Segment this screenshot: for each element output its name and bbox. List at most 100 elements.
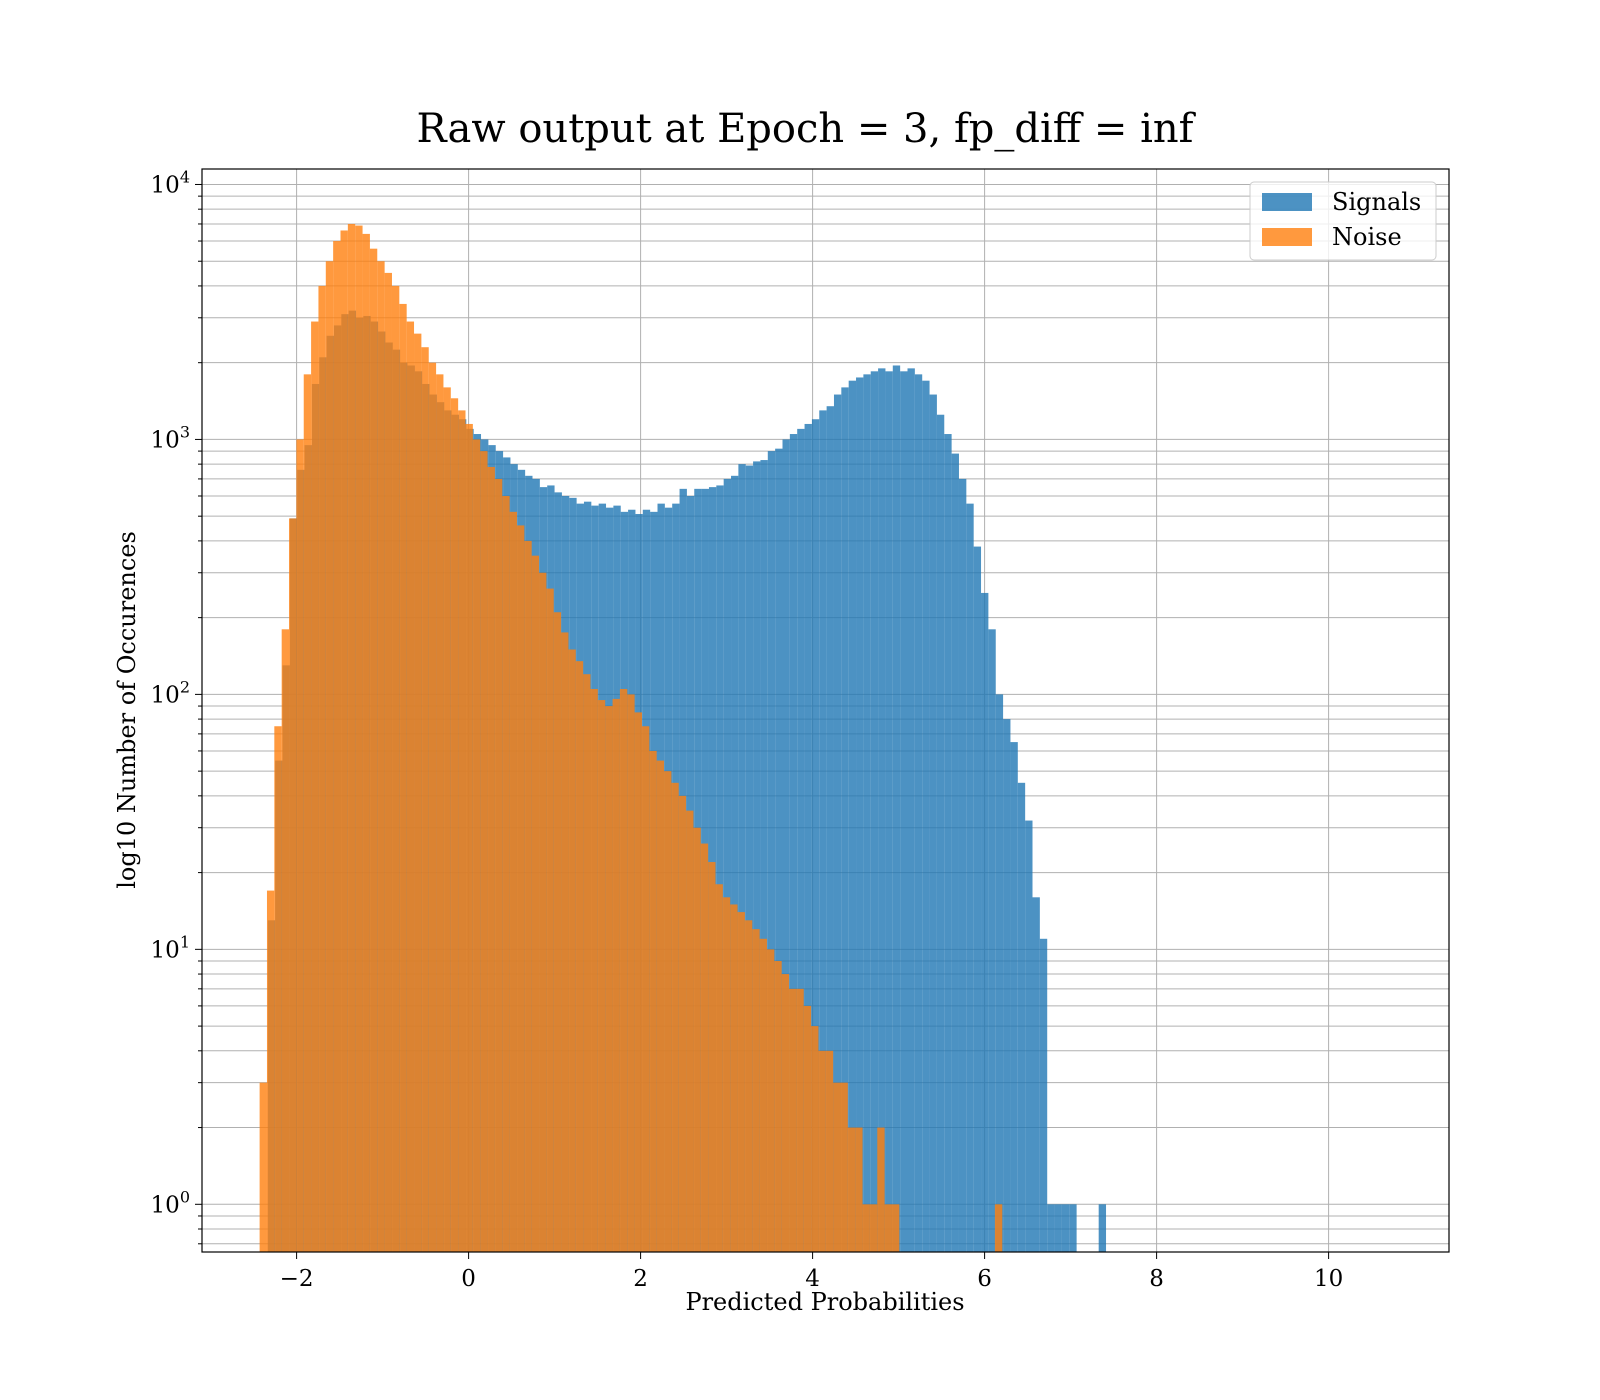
histogram-bar (458, 410, 466, 1252)
histogram-bar (259, 1082, 267, 1252)
histogram-bar (649, 750, 657, 1252)
x-tick-label: 8 (1149, 1266, 1164, 1292)
histogram-bar (406, 321, 415, 1252)
histogram-bar (509, 511, 517, 1253)
histogram-bar (289, 518, 297, 1252)
histogram-bar (362, 233, 370, 1252)
histogram-bar (1039, 938, 1048, 1252)
y-tick-exponent: 2 (180, 677, 190, 696)
histogram-bar (738, 464, 746, 1252)
histogram-bar (826, 406, 834, 1253)
histogram-bar (1069, 1204, 1077, 1252)
histogram-bar (303, 374, 312, 1252)
histogram-bar (944, 434, 952, 1252)
histogram-bar (877, 1127, 885, 1252)
histogram-bar (428, 362, 437, 1252)
histogram-bar (494, 478, 503, 1252)
histogram-bar (627, 694, 635, 1252)
histogram-bar (1010, 742, 1018, 1252)
histogram-bar (583, 674, 591, 1252)
x-tick-label: 4 (805, 1266, 820, 1292)
histogram-bar (856, 377, 864, 1252)
x-tick-label: 10 (1314, 1266, 1343, 1292)
chart-title: Raw output at Epoch = 3, fp_diff = inf (417, 106, 1197, 152)
histogram-bar (774, 961, 782, 1252)
histogram-bar (863, 374, 871, 1252)
histogram-bar (568, 649, 576, 1252)
histogram-bar (377, 261, 385, 1252)
histogram-bar (811, 419, 820, 1252)
histogram-bar (634, 712, 642, 1252)
histogram-bar (995, 694, 1004, 1252)
histogram-bar (414, 333, 422, 1253)
legend-swatch-noise (1262, 228, 1312, 246)
histogram-bar (605, 706, 613, 1252)
histogram-bar (722, 897, 731, 1252)
histogram-bar (782, 439, 790, 1252)
y-tick-label: 101 (151, 932, 190, 963)
x-tick-label: 6 (977, 1266, 992, 1292)
histogram-bar (384, 272, 392, 1253)
histogram-bar (678, 795, 687, 1252)
y-tick-exponent: 4 (180, 167, 190, 186)
y-tick-label: 102 (151, 677, 190, 708)
x-tick-label: 0 (461, 1266, 476, 1292)
histogram-bar (994, 1204, 1003, 1252)
series-noise (259, 223, 1003, 1253)
histogram-bar (891, 1204, 900, 1252)
histogram-bar (266, 890, 275, 1252)
histogram-bar (922, 380, 930, 1252)
histogram-bar (811, 1026, 819, 1252)
histogram-bar (847, 1127, 856, 1252)
y-tick-base: 10 (151, 172, 180, 198)
histogram-bar (796, 988, 804, 1252)
histogram-bar (775, 448, 783, 1252)
histogram-bar (760, 460, 768, 1252)
histogram-bar (870, 371, 879, 1253)
histogram-bar (443, 387, 451, 1253)
histogram-bar (988, 629, 996, 1252)
histogram-bar (825, 1050, 834, 1252)
histogram-bar (737, 912, 745, 1252)
histogram-bar (575, 661, 584, 1252)
histogram-bar (472, 439, 481, 1252)
histogram-bar (296, 439, 304, 1252)
histogram-bar (716, 485, 724, 1252)
histogram-bar (731, 475, 739, 1252)
histogram-bar (355, 225, 363, 1252)
legend-swatch-signals (1262, 193, 1312, 211)
histogram-bar (693, 827, 701, 1252)
y-tick-label: 100 (151, 1187, 190, 1218)
y-axis-label: log10 Number of Occurences (113, 531, 141, 889)
histogram-bar (804, 423, 812, 1253)
histogram-bar (745, 465, 754, 1253)
histogram-bar (848, 380, 857, 1252)
histogram-bar (869, 1204, 878, 1252)
y-tick-exponent: 0 (180, 1187, 190, 1206)
histogram-bar (465, 423, 473, 1253)
histogram-bar (892, 365, 901, 1252)
histogram-bar (450, 398, 459, 1252)
histogram-bar (884, 1204, 892, 1252)
histogram-bar (900, 371, 908, 1253)
histogram-bar (333, 241, 341, 1252)
histogram-bar (1061, 1204, 1070, 1252)
histogram-bar (753, 461, 761, 1252)
histogram-bar (561, 632, 569, 1252)
histogram-bar (818, 1050, 826, 1252)
histogram-bar (789, 434, 798, 1252)
histogram-bar (840, 1082, 848, 1252)
histogram-bar (539, 572, 547, 1252)
histogram-bar (1047, 1204, 1055, 1252)
histogram-bar (951, 453, 959, 1252)
histogram-bar (973, 546, 982, 1252)
histogram-bar (597, 700, 606, 1252)
histogram-bar (797, 428, 805, 1252)
y-tick-base: 10 (151, 1192, 180, 1218)
x-axis-label: Predicted Probabilities (685, 1288, 964, 1316)
histogram-bar (730, 904, 738, 1252)
histogram-bar (781, 974, 790, 1252)
x-tick-label: 2 (633, 1266, 648, 1292)
